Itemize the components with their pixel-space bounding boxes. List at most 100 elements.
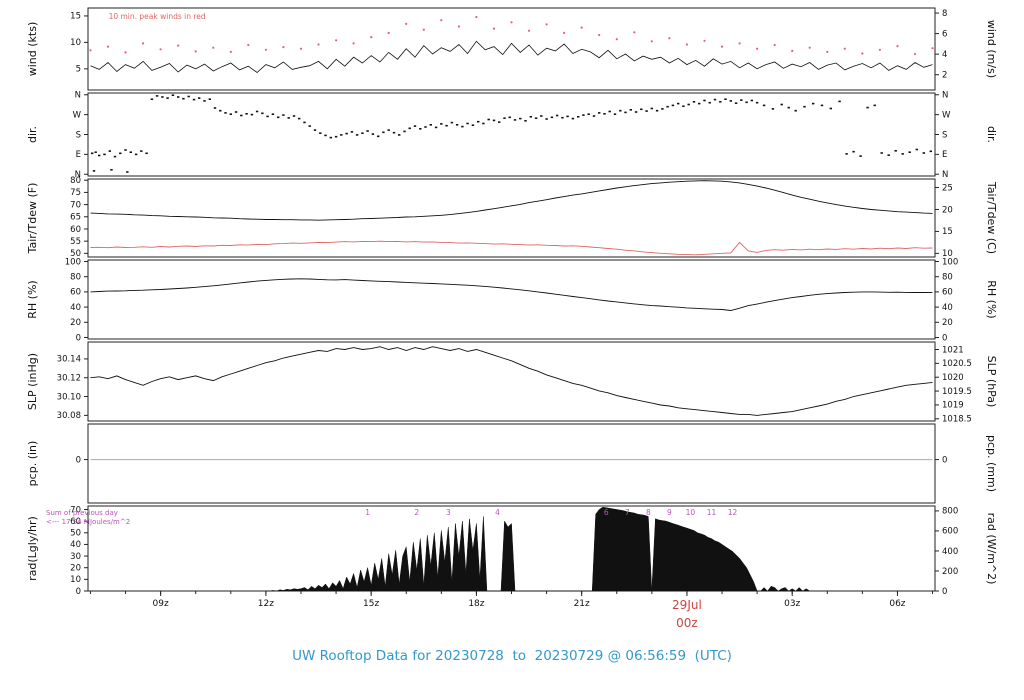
panel-rad: 0102030405060700200400600800rad(Lgly/hr)… (26, 505, 998, 597)
ytick-label-right: N (942, 170, 948, 180)
panel-dir-frame (87, 92, 936, 177)
panel-rh: 0 20 40 60 80 100 0 20 40 60 80 100 RH (%) RH (%) (26, 257, 998, 343)
panel-slp: 30.08 30.10 30.12 30.14 1018.5 1019 1019.5 1020… (26, 341, 998, 425)
ytick-label-right: 8 (942, 9, 947, 19)
mj-marker: 7 (625, 508, 630, 517)
ytick-label-left: 40 (70, 303, 81, 313)
radiation-sum-note-1: Sum of previous day (46, 509, 118, 517)
ytick-label-left: W (73, 110, 82, 120)
axis-title-rad-right: rad (W/m^2) (985, 513, 998, 585)
axis-title-pcp-left: pcp. (in) (26, 441, 39, 487)
ytick-label-left: 0 (76, 587, 81, 597)
date-label-day: 29Jul (672, 598, 702, 612)
ytick-label-left: 40 (70, 540, 81, 550)
ytick-label-right: 100 (942, 257, 958, 267)
ytick-label-right: 800 (942, 507, 958, 517)
ytick-label-left: 10 (70, 575, 81, 585)
ytick-label-right: W (942, 110, 951, 120)
axis-title-rh-right: RH (%) (985, 280, 998, 318)
mj-marker: 8 (646, 508, 651, 517)
mj-marker: 9 (667, 508, 672, 517)
ytick-label-left: 50 (70, 249, 81, 259)
panel-wind-frame (87, 7, 936, 91)
date-label-hour: 00z (676, 616, 698, 630)
solar-radiation-area (265, 506, 811, 592)
mj-marker: 2 (414, 508, 419, 517)
ytick-label-left: 10 (70, 38, 81, 48)
ytick-label-left: N (75, 91, 81, 101)
panel-pcp-frame (87, 423, 936, 504)
ytick-label-left: 0 (76, 333, 81, 343)
ytick-label-left: 100 (65, 257, 81, 267)
ytick-label-left: 30 (70, 552, 81, 562)
axis-title-wind-right: wind (m/s) (985, 20, 998, 78)
axis-title-rh-left: RH (%) (26, 280, 39, 318)
mj-marker: 3 (446, 508, 451, 517)
ytick-label-left: 80 (70, 273, 81, 283)
ytick-label-right: 1020.5 (942, 359, 972, 369)
tdew-line (90, 240, 933, 256)
ytick-label-right: 60 (942, 288, 953, 298)
ytick-label-left: 30.12 (57, 374, 81, 384)
ytick-label-left: 20 (70, 318, 81, 328)
ytick-label-right: 20 (942, 318, 953, 328)
panel-wind: 5 10 15 2 4 6 8 wind (kts) wind (m/s) 10 min. pea… (26, 7, 998, 91)
wind-direction-scatter (91, 94, 932, 173)
ytick-label-right: 600 (942, 527, 958, 537)
ytick-label-right: 0 (942, 333, 947, 343)
ytick-label-right: S (942, 130, 947, 140)
ytick-label-left: 65 (70, 213, 81, 223)
ytick-label-left: 60 (70, 517, 81, 527)
panel-temp-frame (87, 178, 936, 258)
ytick-label-right: 10 (942, 249, 953, 259)
ytick-label-left: 75 (70, 188, 81, 198)
ytick-label-left: N (75, 170, 81, 180)
ytick-label-left: 30.10 (57, 392, 81, 402)
ytick-label-left: 70 (70, 200, 81, 210)
radiation-sum-note-2: <--- 17.94 MJoules/m^2 (46, 518, 130, 526)
mj-marker: 4 (495, 508, 500, 517)
axis-title-temp-left: Tair/Tdew (F) (26, 183, 39, 255)
ytick-label-right: 15 (942, 227, 953, 237)
ytick-label-right: 200 (942, 567, 958, 577)
ytick-label-right: 1021 (942, 345, 964, 355)
axis-title-pcp-right: pcp. (mm) (985, 435, 998, 492)
ytick-label-right: 25 (942, 183, 953, 193)
ytick-label-right: 0 (942, 455, 947, 465)
ytick-label-right: 4 (942, 50, 947, 60)
ytick-label-left: 60 (70, 288, 81, 298)
axis-title-rad-left: rad(Lgly/hr) (26, 516, 39, 581)
ytick-label-right: 0 (942, 587, 947, 597)
axis-title-temp-right: Tair/Tdew (C) (985, 181, 998, 254)
wind-speed-line (90, 40, 933, 74)
ytick-label-left: 30.08 (57, 411, 81, 421)
ytick-label-right: 80 (942, 273, 953, 283)
ytick-label-left: 5 (76, 65, 81, 75)
ytick-label-right: 6 (942, 29, 947, 39)
ytick-label-right: E (942, 150, 947, 160)
ytick-label-left: 60 (70, 225, 81, 235)
axis-title-slp-left: SLP (inHg) (26, 353, 39, 410)
ytick-label-right: 1018.5 (942, 415, 972, 425)
mj-marker: 12 (728, 508, 738, 517)
axis-title-dir-right: dir. (985, 126, 998, 143)
mj-marker: 1 (365, 508, 370, 517)
peak-winds-note: 10 min. peak winds in red (109, 12, 206, 21)
ytick-label-left: 80 (70, 176, 81, 186)
x-tick-label: 09z (153, 599, 169, 609)
mj-marker: 11 (707, 508, 717, 517)
ytick-label-left: 15 (70, 12, 81, 22)
x-tick-label: 06z (889, 599, 905, 609)
ytick-label-right: 1019 (942, 401, 964, 411)
ytick-label-left: 0 (76, 455, 81, 465)
ytick-label-left: S (76, 130, 81, 140)
axis-title-dir-left: dir. (26, 126, 39, 143)
ytick-label-right: N (942, 91, 948, 101)
x-tick-label: 15z (363, 599, 379, 609)
x-tick-label: 21z (574, 599, 590, 609)
ytick-label-right: 1020 (942, 373, 964, 383)
ytick-label-right: 2 (942, 70, 947, 80)
